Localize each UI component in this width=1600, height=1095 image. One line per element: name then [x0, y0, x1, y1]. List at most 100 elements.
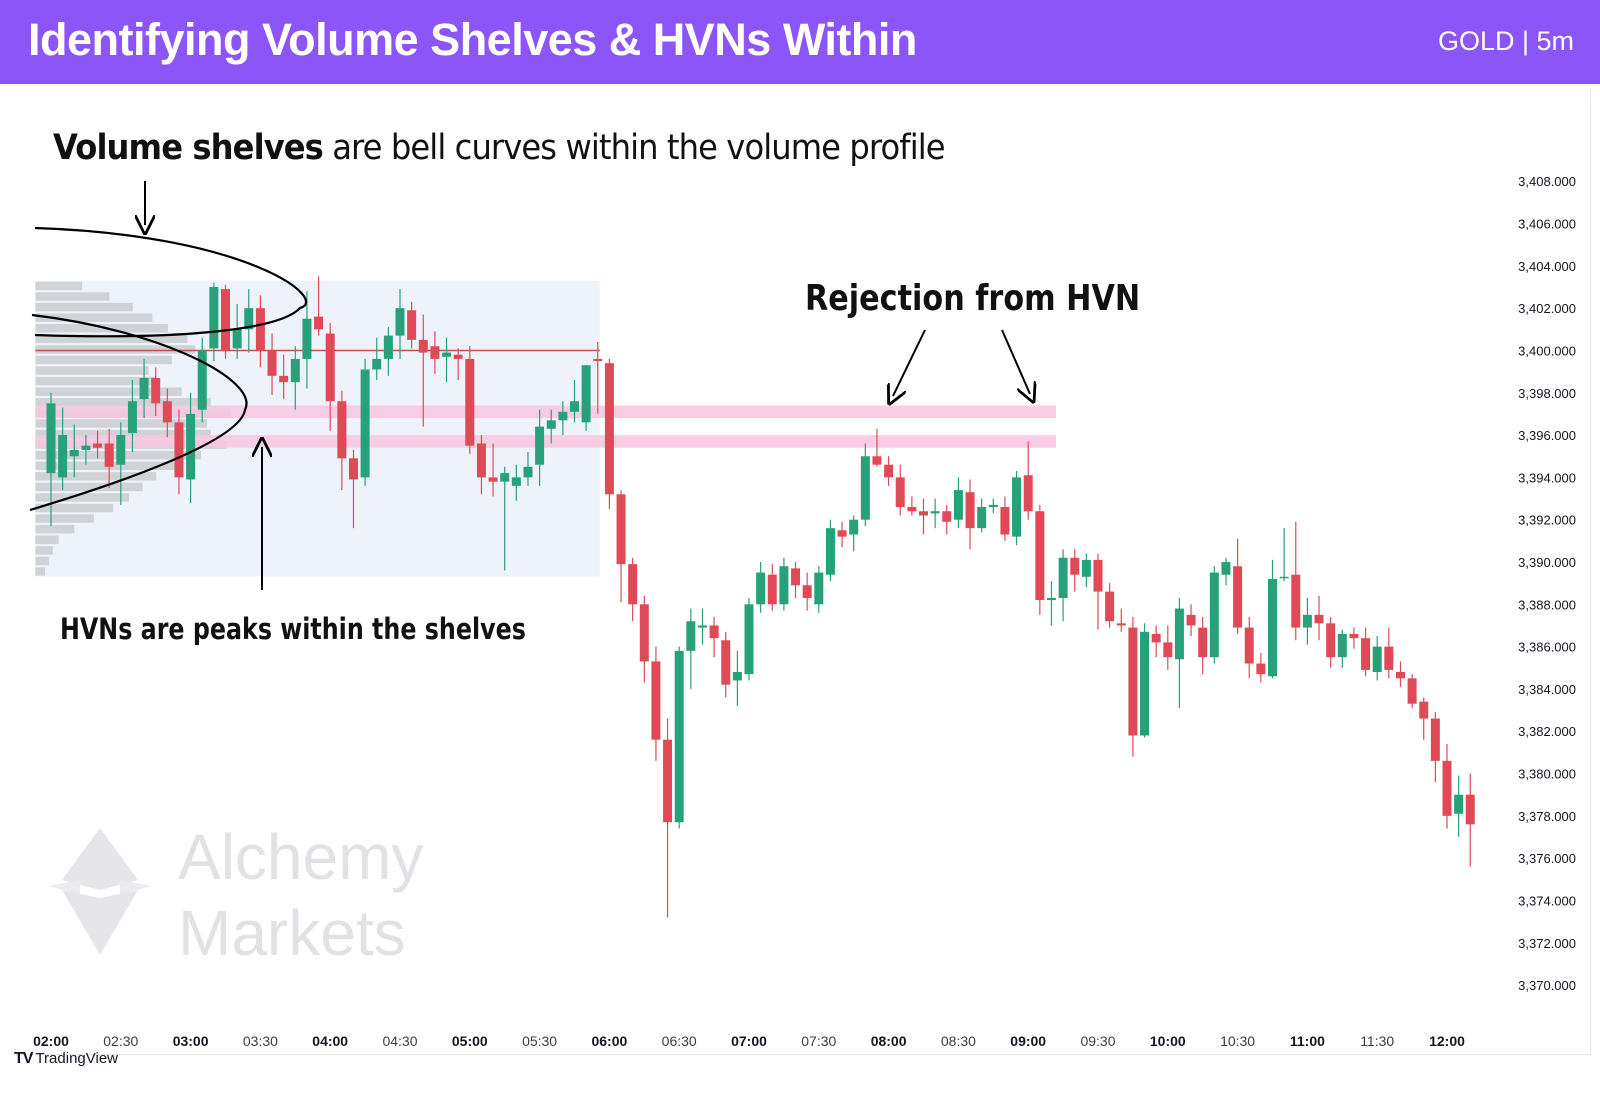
- candle: [348, 449, 358, 529]
- candle: [372, 337, 382, 381]
- candle: [1140, 623, 1150, 738]
- upper-shelf-curve: [34, 226, 307, 338]
- tradingview-logo[interactable]: TV TradingView: [14, 1050, 118, 1068]
- candle-body: [814, 572, 824, 605]
- candle: [767, 564, 777, 611]
- candle: [244, 289, 254, 353]
- candle: [1046, 581, 1056, 626]
- chart-frame: [12, 88, 1591, 1055]
- volume-profile-bar: [35, 514, 94, 523]
- candle: [279, 354, 289, 400]
- volume-profile-bar: [35, 302, 133, 312]
- y-tick-label: 3,378.000: [1518, 809, 1576, 824]
- candle-body: [1465, 794, 1475, 825]
- candle: [1244, 617, 1254, 679]
- candle: [1279, 528, 1289, 582]
- candle: [383, 327, 393, 376]
- candle-body: [1384, 646, 1394, 670]
- y-tick-label: 3,406.000: [1518, 217, 1576, 232]
- candle: [872, 428, 882, 467]
- volume-profile-bar: [35, 503, 114, 513]
- tradingview-logo-text: TradingView: [35, 1050, 118, 1067]
- candle-body: [1244, 627, 1254, 664]
- candle-body: [639, 604, 649, 662]
- candle: [488, 443, 498, 497]
- candle: [1372, 636, 1382, 681]
- candle-body: [1221, 562, 1231, 575]
- candle: [942, 504, 952, 535]
- x-tick-label: 07:30: [801, 1033, 836, 1049]
- alchemy-watermark: Alchemy Markets: [40, 820, 460, 970]
- candle-body: [1372, 646, 1382, 672]
- candle-body: [418, 339, 428, 353]
- candle: [779, 557, 789, 611]
- candle-body: [1209, 572, 1219, 658]
- y-tick-label: 3,372.000: [1518, 936, 1576, 951]
- volume-profile-bar: [35, 366, 149, 375]
- candle: [837, 521, 847, 548]
- candle: [639, 595, 649, 683]
- volume-profile-bar: [35, 313, 153, 322]
- candle: [465, 346, 475, 455]
- candle: [732, 650, 742, 706]
- volume-profile-bar: [35, 387, 182, 396]
- candle-body: [372, 358, 382, 370]
- candle-body: [511, 477, 521, 486]
- candle-body: [953, 490, 963, 520]
- candle-body: [1116, 623, 1126, 626]
- x-tick-label: 05:00: [452, 1033, 488, 1049]
- candle: [209, 282, 219, 362]
- candle-body: [837, 530, 847, 537]
- candle-body: [174, 422, 184, 478]
- candle: [104, 428, 114, 488]
- candle-body: [267, 350, 277, 376]
- x-tick-label: 03:00: [173, 1033, 209, 1049]
- candle: [337, 390, 347, 491]
- candle-body: [1407, 678, 1417, 704]
- candle: [953, 477, 963, 529]
- candle-body: [116, 435, 126, 465]
- candle-body: [1012, 477, 1022, 537]
- candle: [744, 597, 754, 681]
- candle: [1268, 559, 1277, 679]
- y-tick-label: 3,380.000: [1518, 767, 1576, 782]
- volume-shelves-bold: Volume shelves: [53, 128, 324, 168]
- candle: [1465, 773, 1475, 867]
- volume-profile-bar: [35, 556, 50, 566]
- y-tick-label: 3,390.000: [1518, 555, 1576, 570]
- candle-body: [314, 316, 324, 330]
- x-tick-label: 06:30: [662, 1033, 697, 1049]
- candle: [453, 348, 463, 381]
- y-tick-label: 3,404.000: [1518, 259, 1576, 274]
- title-banner: Identifying Volume Shelves & HVNs Within…: [0, 0, 1600, 84]
- candle-body: [721, 640, 731, 685]
- watermark-line-2: Markets: [178, 897, 406, 969]
- candle-body: [1361, 638, 1371, 670]
- candle-body: [1279, 576, 1289, 579]
- rejection-note: Rejection from HVN: [805, 278, 1141, 319]
- candle: [314, 276, 324, 336]
- candle-body: [616, 494, 626, 565]
- candle-body: [558, 411, 568, 421]
- volume-shelves-rest: are bell curves within the volume profil…: [322, 128, 945, 168]
- candle: [232, 303, 242, 359]
- candle-body: [1081, 559, 1091, 577]
- candle-body: [942, 511, 952, 522]
- annotation-arrow: [893, 329, 926, 396]
- y-tick-label: 3,394.000: [1518, 470, 1576, 485]
- candle-body: [1302, 614, 1312, 628]
- candle: [1384, 627, 1394, 679]
- candle-body: [360, 369, 370, 478]
- candle: [1174, 597, 1184, 708]
- candle-body: [593, 358, 603, 362]
- candle: [1302, 597, 1312, 645]
- candle-body: [1105, 591, 1115, 622]
- candle-body: [628, 564, 638, 605]
- candle-body: [1023, 475, 1033, 512]
- candle-body: [1000, 507, 1010, 535]
- time-axis: 02:00 02:30 03:00 03:30 04:00 04:30 05:00 05:30…: [33, 1033, 1465, 1049]
- candle-body: [872, 456, 882, 465]
- page-title: Identifying Volume Shelves & HVNs Within: [28, 14, 917, 65]
- y-tick-label: 3,386.000: [1518, 640, 1576, 655]
